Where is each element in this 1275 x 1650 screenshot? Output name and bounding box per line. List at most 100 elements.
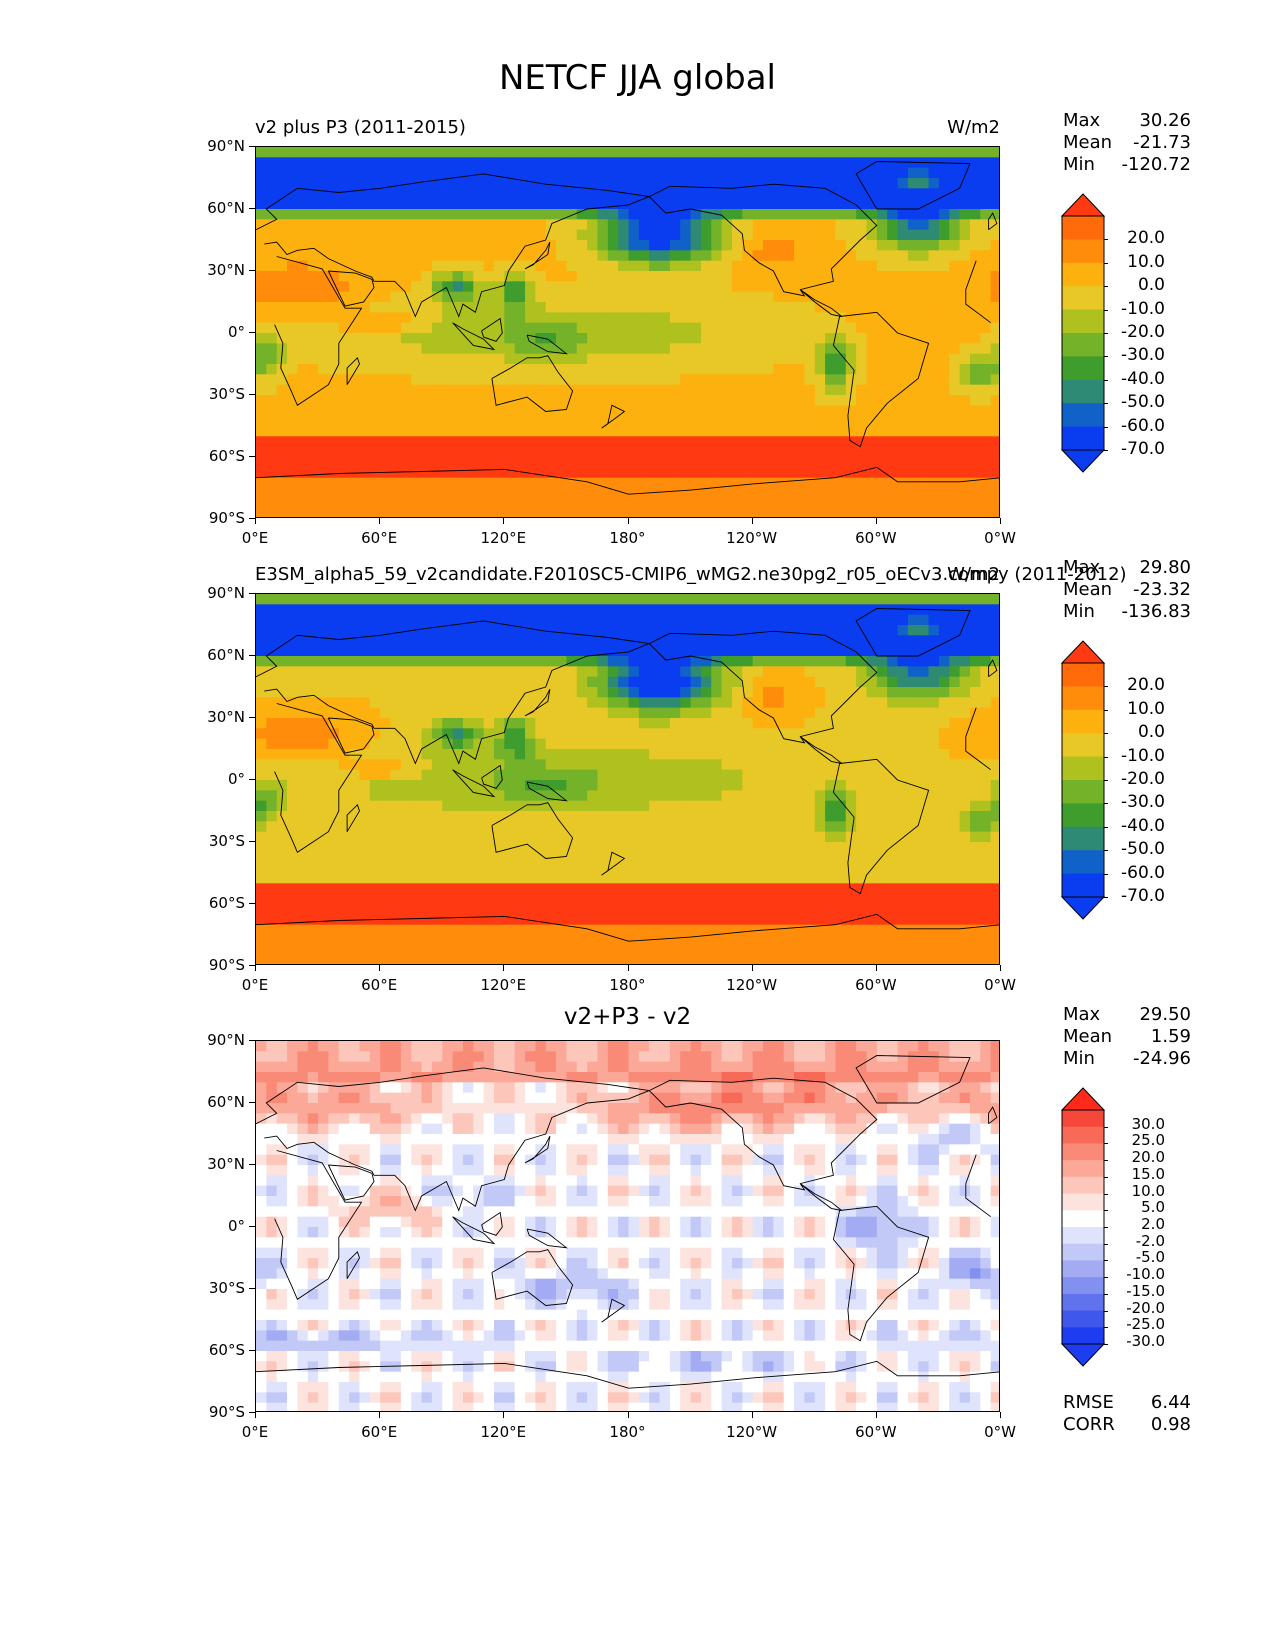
colorbar-tick-label: -10.0 xyxy=(1121,745,1165,766)
y-tick-label: 60°S xyxy=(208,894,245,912)
x-tick-label: 0°E xyxy=(241,1423,269,1441)
y-tick-label: 60°S xyxy=(208,1341,245,1359)
stat-value: 29.50 xyxy=(1139,1004,1191,1025)
y-tick-mark xyxy=(249,456,255,457)
y-tick-label: 30°S xyxy=(208,1279,245,1297)
stat-value: -120.72 xyxy=(1121,154,1191,175)
x-tick-label: 120°E xyxy=(480,1423,527,1441)
colorbar-tick xyxy=(1104,1176,1108,1178)
field-cells xyxy=(256,594,999,964)
colorbar-tick-label: 20.0 xyxy=(1127,228,1165,249)
y-tick-mark xyxy=(249,965,255,966)
stat-label: Min xyxy=(1063,1048,1095,1069)
colorbar-band xyxy=(1062,403,1104,428)
colorbar-tick xyxy=(1104,1344,1108,1345)
colorbar-band xyxy=(1062,1193,1104,1211)
map-svg xyxy=(256,1041,999,1411)
colorbar xyxy=(1060,640,1106,920)
x-tick-label: 0°E xyxy=(241,976,269,994)
map-plot xyxy=(255,593,1000,965)
x-tick-mark xyxy=(627,518,629,524)
x-tick-mark xyxy=(503,518,505,524)
map-plot xyxy=(255,146,1000,518)
coastlines xyxy=(256,608,999,942)
x-tick-mark xyxy=(1000,518,1001,524)
colorbar-tick xyxy=(1104,686,1108,688)
x-tick-mark xyxy=(255,518,256,524)
x-tick-label: 0°W xyxy=(984,1423,1016,1441)
y-tick-mark xyxy=(249,1040,255,1041)
colorbar-tick-label: -40.0 xyxy=(1121,368,1165,389)
x-tick-label: 60°W xyxy=(855,1423,897,1441)
y-tick-mark xyxy=(249,270,255,271)
x-tick-label: 120°W xyxy=(726,976,778,994)
metric-value: 6.44 xyxy=(1150,1392,1191,1413)
colorbar-tick xyxy=(1104,262,1108,264)
colorbar-tick-label: -2.0 xyxy=(1135,1231,1165,1250)
x-tick-mark xyxy=(875,518,877,524)
colorbar-tick-label: 25.0 xyxy=(1131,1131,1165,1150)
colorbar-tick-label: 20.0 xyxy=(1131,1148,1165,1167)
y-tick-mark xyxy=(249,1412,255,1413)
metric-label: CORR xyxy=(1063,1414,1115,1435)
colorbar-tick-label: 10.0 xyxy=(1127,698,1165,719)
colorbar-tick-label: -70.0 xyxy=(1121,439,1165,459)
colorbar-band xyxy=(1062,1143,1104,1161)
colorbar-band xyxy=(1062,356,1104,381)
x-tick-mark xyxy=(1000,1412,1001,1418)
colorbar-tick xyxy=(1104,897,1108,898)
x-tick-label: 180° xyxy=(609,1423,646,1441)
colorbar-tick xyxy=(1104,873,1108,875)
x-tick-mark xyxy=(627,965,629,971)
y-tick-mark xyxy=(249,518,255,519)
colorbar-tick-label: 15.0 xyxy=(1131,1164,1165,1183)
colorbar-band xyxy=(1062,873,1104,898)
colorbar-tick xyxy=(1104,756,1108,758)
colorbar-band xyxy=(1062,1293,1104,1312)
colorbar-tick xyxy=(1104,379,1108,381)
colorbar-tick-label: 0.0 xyxy=(1137,275,1165,296)
colorbar-tick xyxy=(1104,803,1108,805)
x-tick-label: 60°E xyxy=(361,976,398,994)
field-cells xyxy=(256,1041,999,1411)
colorbar-band xyxy=(1062,733,1104,758)
colorbar-tick-label: -5.0 xyxy=(1135,1248,1165,1267)
colorbar-tick xyxy=(1104,450,1108,451)
colorbar-tick xyxy=(1104,1277,1108,1279)
y-tick-mark xyxy=(249,655,255,656)
colorbar-tick-label: -50.0 xyxy=(1121,392,1165,413)
x-tick-label: 0°W xyxy=(984,529,1016,547)
y-tick-label: 0° xyxy=(227,770,245,788)
x-tick-mark xyxy=(503,1412,505,1418)
colorbar-tick xyxy=(1104,356,1108,358)
metric-row: CORR 0.98 xyxy=(1063,1414,1191,1436)
y-tick-label: 30°N xyxy=(207,1155,245,1173)
x-tick-label: 0°W xyxy=(984,976,1016,994)
y-tick-mark xyxy=(249,841,255,842)
stat-value: 29.80 xyxy=(1139,557,1191,578)
colorbar-tick-label: -25.0 xyxy=(1126,1315,1165,1334)
colorbar-tick xyxy=(1104,426,1108,428)
colorbar-band xyxy=(1062,709,1104,734)
y-tick-label: 90°S xyxy=(208,1403,245,1421)
colorbar-svg xyxy=(1060,193,1106,473)
y-tick-mark xyxy=(249,1288,255,1289)
colorbar-tick-label: -30.0 xyxy=(1121,792,1165,813)
map-svg xyxy=(256,594,999,964)
colorbar-svg xyxy=(1060,640,1106,920)
x-tick-mark xyxy=(751,1412,753,1418)
colorbar-band xyxy=(1062,1126,1104,1144)
stat-value: -136.83 xyxy=(1121,601,1191,622)
colorbar-tick xyxy=(1104,1227,1108,1228)
map-plot xyxy=(255,1040,1000,1412)
stat-label: Max xyxy=(1063,110,1101,131)
colorbar-tick xyxy=(1104,1327,1108,1329)
colorbar-tick xyxy=(1104,1160,1108,1162)
stat-label: Mean xyxy=(1063,1026,1113,1047)
y-tick-label: 60°N xyxy=(207,1093,245,1111)
coastlines xyxy=(256,161,999,495)
colorbar-tick-label: 10.0 xyxy=(1131,1181,1165,1200)
stat-label: Max xyxy=(1063,557,1101,578)
panel-center-title: v2+P3 - v2 xyxy=(563,1004,692,1030)
x-tick-label: 60°W xyxy=(855,976,897,994)
